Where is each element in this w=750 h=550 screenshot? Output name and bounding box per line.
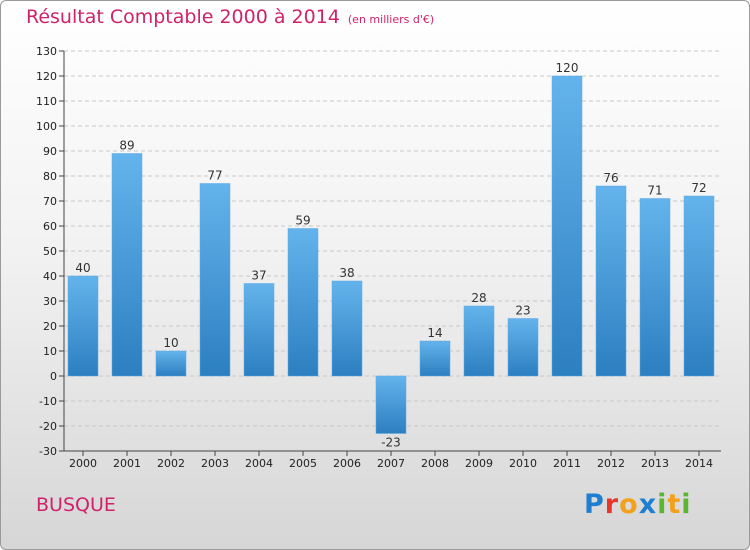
data-label-2006: 38 <box>339 266 354 280</box>
x-tick-label: 2010 <box>509 457 537 470</box>
x-tick-label: 2002 <box>157 457 185 470</box>
bar-2005 <box>287 228 319 377</box>
x-tick-label: 2008 <box>421 457 449 470</box>
proxiti-logo: Proxiti <box>584 489 692 520</box>
bar-2001 <box>111 153 143 377</box>
data-label-2001: 89 <box>119 139 134 153</box>
bar-2009 <box>463 305 495 377</box>
data-label-2000: 40 <box>75 261 90 275</box>
x-tick-label: 2011 <box>553 457 581 470</box>
y-tick-label: 130 <box>36 45 57 58</box>
bar-2012 <box>595 185 627 377</box>
bar-2013 <box>639 198 671 377</box>
data-label-2008: 14 <box>427 326 442 340</box>
x-tick-label: 2009 <box>465 457 493 470</box>
y-tick-label: 50 <box>43 245 57 258</box>
y-tick-label: 70 <box>43 195 57 208</box>
chart-title: Résultat Comptable 2000 à 2014 (en millie… <box>26 6 434 28</box>
x-tick-label: 2003 <box>201 457 229 470</box>
x-tick-label: 2001 <box>113 457 141 470</box>
logo-letter: i <box>657 489 668 520</box>
y-tick-label: 110 <box>36 95 57 108</box>
y-tick-label: 0 <box>50 370 57 383</box>
y-tick-label: 10 <box>43 345 57 358</box>
logo-letter: r <box>604 489 620 520</box>
x-tick-label: 2005 <box>289 457 317 470</box>
bar-2011 <box>551 75 583 377</box>
x-tick-label: 2006 <box>333 457 361 470</box>
x-tick-label: 2000 <box>69 457 97 470</box>
chart-title-unit: (en milliers d'€) <box>347 13 435 26</box>
y-tick-label: -20 <box>39 420 57 433</box>
y-tick-label: 60 <box>43 220 57 233</box>
y-tick-label: 40 <box>43 270 57 283</box>
bar-2002 <box>155 350 187 377</box>
bar-2004 <box>243 283 275 377</box>
y-tick-label: 120 <box>36 70 57 83</box>
y-tick-label: 100 <box>36 120 57 133</box>
bar-2008 <box>419 340 451 377</box>
data-label-2010: 23 <box>515 304 530 318</box>
bar-2000 <box>67 275 99 377</box>
data-label-2005: 59 <box>295 214 310 228</box>
y-tick-label: -10 <box>39 395 57 408</box>
y-tick-label: 30 <box>43 295 57 308</box>
logo-letter: P <box>584 489 605 520</box>
data-label-2012: 76 <box>603 171 618 185</box>
x-tick-label: 2013 <box>641 457 669 470</box>
logo-letter: t <box>667 489 682 520</box>
bar-2006 <box>331 280 363 377</box>
data-label-2013: 71 <box>647 184 662 198</box>
logo-letter: o <box>619 489 639 520</box>
x-tick-label: 2004 <box>245 457 273 470</box>
x-tick-label: 2014 <box>685 457 713 470</box>
data-label-2014: 72 <box>691 181 706 195</box>
bar-2007 <box>375 375 407 434</box>
commune-name: BUSQUE <box>36 494 116 516</box>
data-label-2003: 77 <box>207 169 222 183</box>
y-tick-label: 80 <box>43 170 57 183</box>
data-label-2002: 10 <box>163 336 178 350</box>
data-label-2007: -23 <box>381 436 401 450</box>
bar-2014 <box>683 195 715 377</box>
x-tick-label: 2012 <box>597 457 625 470</box>
y-tick-label: 20 <box>43 320 57 333</box>
data-label-2009: 28 <box>471 291 486 305</box>
logo-letter: i <box>681 489 692 520</box>
data-label-2004: 37 <box>251 269 266 283</box>
y-tick-label: 90 <box>43 145 57 158</box>
bar-2003 <box>199 183 231 377</box>
logo-letter: x <box>638 489 658 520</box>
bar-2010 <box>507 318 539 377</box>
x-tick-label: 2007 <box>377 457 405 470</box>
y-tick-label: -30 <box>39 445 57 458</box>
chart-title-main: Résultat Comptable 2000 à 2014 <box>26 6 340 28</box>
data-label-2011: 120 <box>556 61 579 75</box>
